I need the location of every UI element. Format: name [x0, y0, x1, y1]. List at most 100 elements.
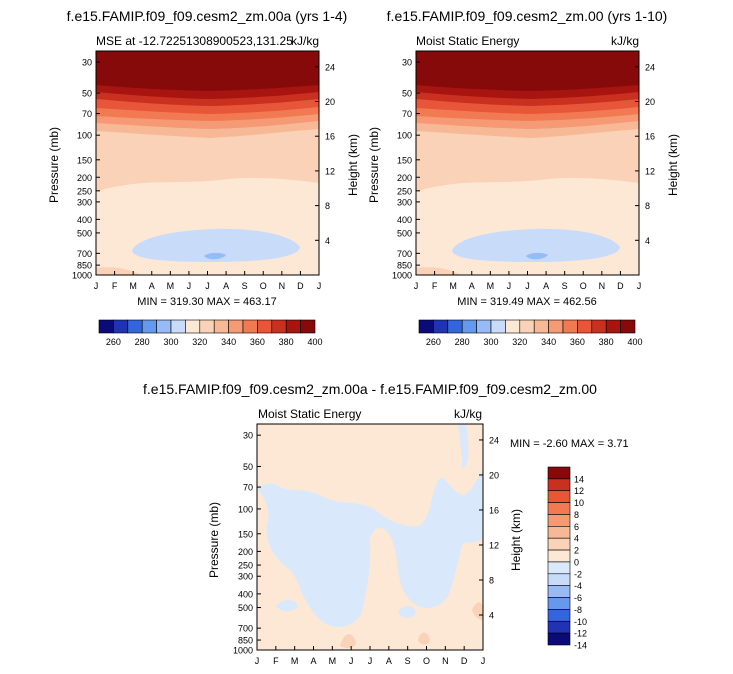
panel-3-x-tick-label: S: [405, 656, 411, 666]
panel-2-y-tick-label: 70: [402, 109, 412, 119]
panel-2-colorbar-swatch: [519, 319, 535, 334]
panel-3-x-tick-label: J: [481, 656, 486, 666]
panel-1-band-top: [96, 51, 319, 91]
panel-1-y-tick-label: 400: [77, 215, 92, 225]
panel-1-colorbar-swatch: [170, 319, 186, 334]
panel-2-x-tick-label: A: [543, 281, 549, 291]
panel-2-x-tick-label: A: [469, 281, 475, 291]
panel-3-x-tick-label: J: [368, 656, 373, 666]
panel-3-colorbar-swatch: [547, 549, 571, 563]
panel-1-band-surface: [96, 267, 140, 275]
panel-2-colorbar-swatch: [476, 319, 492, 334]
panel-2-y2-tick-label: 12: [645, 166, 655, 176]
panel-3-colorbar-label: 4: [574, 534, 579, 544]
panel-2-band-surface: [416, 267, 460, 275]
panel-1-y2-tick-label: 24: [325, 62, 335, 72]
panel-1-colorbar-label: 320: [192, 337, 207, 347]
panel-3-x-tick-label: A: [310, 656, 316, 666]
panel-1-colorbar-swatch: [199, 319, 215, 334]
panel-1-colorbar-swatch: [228, 319, 244, 334]
panel-1-colorbar-label: 400: [307, 337, 322, 347]
panel-3-colorbar-swatch: [547, 561, 571, 575]
panel-3-colorbar-swatch: [547, 526, 571, 539]
panel-3-y-tick-label: 30: [243, 431, 253, 441]
panel-3-y-tick-label: 70: [243, 483, 253, 493]
panel-2-colorbar-label: 260: [426, 337, 441, 347]
panel-3-y2-tick-label: 24: [489, 435, 499, 445]
panel-2-colorbar-label: 300: [483, 337, 498, 347]
panel-2-colorbar-swatch: [418, 319, 434, 334]
panel-1-y-tick-label: 500: [77, 228, 92, 238]
panel-2-colorbar-swatch: [620, 319, 636, 334]
panel-2-x-tick-label: D: [617, 281, 624, 291]
panel-1-x-tick-label: O: [260, 281, 267, 291]
panel-1-x-tick-label: S: [242, 281, 248, 291]
panel-1-y-tick-label: 200: [77, 173, 92, 183]
panel-2-colorbar-swatch: [461, 319, 477, 334]
panel-2-y-tick-label: 50: [402, 89, 412, 99]
panel-1-colorbar-label: 300: [163, 337, 178, 347]
panel-1-colorbar-swatch: [141, 319, 157, 334]
panel-2-y2label: Height (km): [666, 134, 680, 196]
panel-1-x-tick-label: N: [279, 281, 286, 291]
panel-3-x-tick-label: D: [461, 656, 468, 666]
panel-1-x-tick-label: D: [297, 281, 304, 291]
panel-3-colorbar-label: -4: [574, 581, 582, 591]
panel-3-neg-pocket-1: [276, 600, 298, 612]
panel-3-colorbar-swatch: [547, 502, 571, 515]
panel-2-right-label: kJ/kg: [611, 34, 639, 48]
panel-3-colorbar-swatch: [547, 537, 571, 551]
panel-3-y-tick-label: 700: [238, 624, 253, 634]
panel-2-y2-tick-label: 8: [645, 201, 650, 211]
panel-1-y-tick-label: 700: [77, 249, 92, 259]
panel-2-y-tick-label: 400: [397, 215, 412, 225]
panel-3-colorbar-swatch: [547, 597, 571, 610]
panel-3-x-tick-label: J: [255, 656, 260, 666]
panel-2-x-tick-label: N: [599, 281, 606, 291]
panel-3-y-tick-label: 300: [238, 572, 253, 582]
panel-1-y-tick-label: 150: [77, 155, 92, 165]
panel-3-colorbar-label: 0: [574, 557, 579, 567]
panel-3-colorbar-swatch: [547, 514, 571, 527]
panel-2-x-tick-label: M: [449, 281, 457, 291]
panel-2-band-top: [416, 51, 639, 91]
panel-3-positive-pocket-1: [340, 634, 356, 649]
panel-3-right-label: kJ/kg: [454, 407, 482, 421]
panel-3-positive-pocket-3: [472, 602, 483, 620]
panel-2-colorbar-swatch: [562, 319, 578, 334]
panel-1-y2-tick-label: 16: [325, 132, 335, 142]
panel-1-heatmap: [96, 51, 319, 275]
panel-1-y-tick-label: 100: [77, 131, 92, 141]
panel-3-colorbar-swatch: [547, 620, 571, 634]
panel-2-y-tick-label: 30: [402, 58, 412, 68]
panel-3-y2label: Height (km): [509, 509, 523, 571]
panel-2-x-tick-label: M: [487, 281, 495, 291]
panel-1-x-tick-label: M: [167, 281, 175, 291]
panel-3-y-tick-label: 850: [238, 636, 253, 646]
panel-1-y-tick-label: 1000: [72, 271, 92, 281]
panel-2-y2-tick-label: 4: [645, 236, 650, 246]
panel-3-x-tick-label: N: [442, 656, 449, 666]
panel-3-ylabel: Pressure (mb): [207, 502, 221, 578]
panel-2-left-label: Moist Static Energy: [416, 34, 519, 48]
panel-3-x-tick-label: F: [273, 656, 279, 666]
panel-1-colorbar-swatch: [285, 319, 301, 334]
panel-2-band-cool: [452, 228, 620, 262]
panel-2-colorbar-swatch: [591, 319, 607, 334]
panel-3-colorbar-label: 8: [574, 510, 579, 520]
panel-3-colorbar-label: 2: [574, 546, 579, 556]
panel-2-heatmap: [416, 51, 639, 275]
panel-1-x-tick-label: J: [317, 281, 322, 291]
panel-1-colorbar-label: 260: [106, 337, 121, 347]
panel-2-x-tick-label: J: [414, 281, 419, 291]
panel-1-colorbar-swatch: [213, 319, 229, 334]
panel-3-y-tick-label: 500: [238, 603, 253, 613]
panel-3-colorbar-label: 14: [574, 474, 584, 484]
panel-3-colorbar-swatch: [547, 478, 571, 492]
panel-1-colorbar-swatch: [257, 319, 273, 334]
panel-1-colorbar-swatch: [113, 319, 129, 334]
panel-3-heatmap: [257, 424, 483, 650]
panel-2-colorbar: 260 280 300 320 340 360 380 400: [418, 319, 643, 347]
